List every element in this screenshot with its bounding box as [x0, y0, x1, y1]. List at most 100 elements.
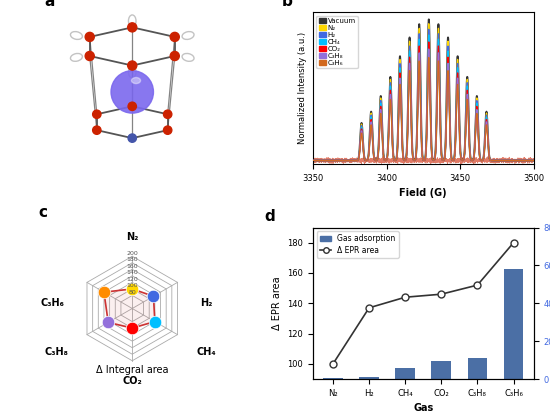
C₃H₆ — [426, 55, 432, 60]
C₃H₆ — [394, 151, 400, 156]
CH₄ — [474, 110, 481, 115]
N₂ — [491, 158, 498, 163]
CH₄ — [426, 33, 432, 37]
Text: 160: 160 — [126, 264, 138, 269]
CO₂ — [426, 40, 432, 44]
Bar — [504, 269, 524, 379]
N₂ — [394, 148, 400, 153]
Legend: Vacuum, N₂, H₂, CH₄, CO₂, C₃H₈, C₃H₆: Vacuum, N₂, H₂, CH₄, CO₂, C₃H₈, C₃H₆ — [316, 16, 358, 68]
H₂ — [394, 149, 400, 154]
C₃H₈ — [530, 158, 537, 163]
Line: Δ EPR area: Δ EPR area — [329, 239, 517, 368]
Bar — [395, 368, 415, 379]
Vacuum — [350, 158, 356, 163]
C₃H₈ — [474, 115, 481, 120]
Circle shape — [85, 52, 94, 61]
CH₄ — [394, 149, 400, 154]
C₃H₆ — [491, 158, 498, 163]
Vacuum — [426, 17, 432, 22]
Δ EPR area — [438, 292, 444, 297]
C₃H₈ — [350, 158, 356, 163]
Y-axis label: Normalized Intensity (a.u.): Normalized Intensity (a.u.) — [299, 32, 307, 144]
Text: c: c — [39, 205, 47, 220]
Δ EPR area — [474, 283, 481, 288]
H₂ — [350, 158, 356, 163]
N₂ — [310, 158, 316, 163]
Circle shape — [128, 102, 136, 110]
C₃H₆ — [453, 109, 460, 114]
N₂ — [442, 147, 449, 152]
C₃H₆ — [310, 158, 316, 163]
CH₄ — [350, 158, 356, 163]
C₃H₈ — [491, 158, 498, 163]
Text: 180: 180 — [126, 257, 138, 262]
CO₂ — [350, 158, 356, 163]
Line: C₃H₈: C₃H₈ — [313, 49, 534, 160]
Vacuum — [442, 147, 449, 152]
H₂ — [474, 107, 481, 112]
Circle shape — [128, 23, 137, 32]
Text: C₃H₆: C₃H₆ — [41, 298, 64, 308]
X-axis label: Gas: Gas — [413, 403, 433, 412]
Circle shape — [85, 33, 94, 42]
Line: CH₄: CH₄ — [313, 35, 534, 160]
Circle shape — [92, 110, 101, 118]
Δ EPR area — [366, 305, 372, 310]
C₃H₆ — [350, 158, 356, 163]
Vacuum — [310, 158, 316, 163]
C₃H₆ — [474, 118, 481, 123]
Ellipse shape — [131, 77, 141, 84]
Line: H₂: H₂ — [313, 29, 534, 160]
Legend: Gas adsorption, Δ EPR area: Gas adsorption, Δ EPR area — [317, 232, 399, 258]
N₂ — [474, 105, 481, 110]
H₂ — [491, 158, 498, 163]
CO₂ — [474, 112, 481, 117]
Text: CH₄: CH₄ — [196, 346, 216, 357]
Text: H₂: H₂ — [200, 298, 212, 308]
Circle shape — [92, 126, 101, 134]
Y-axis label: Δ EPR area: Δ EPR area — [272, 276, 282, 330]
C₃H₈ — [310, 158, 316, 163]
H₂ — [310, 158, 316, 163]
CH₄ — [453, 99, 460, 104]
N₂ — [350, 158, 356, 163]
Text: 200: 200 — [126, 251, 138, 256]
Bar — [468, 358, 487, 379]
Text: b: b — [282, 0, 293, 9]
Δ EPR area — [402, 295, 409, 300]
Circle shape — [170, 33, 179, 42]
CH₄ — [530, 158, 537, 163]
N₂ — [530, 158, 537, 163]
C₃H₆ — [530, 158, 537, 163]
Line: Vacuum: Vacuum — [313, 19, 534, 160]
N₂ — [426, 21, 432, 26]
Circle shape — [170, 52, 179, 61]
H₂ — [426, 27, 432, 32]
Bar — [359, 377, 379, 379]
Circle shape — [128, 134, 136, 142]
Bar — [431, 361, 451, 379]
Polygon shape — [104, 289, 155, 328]
CH₄ — [310, 158, 316, 163]
Line: C₃H₆: C₃H₆ — [313, 57, 534, 160]
Text: 120: 120 — [126, 277, 138, 282]
Circle shape — [111, 71, 153, 113]
CO₂ — [394, 150, 400, 154]
CO₂ — [453, 102, 460, 107]
CO₂ — [442, 148, 449, 153]
CO₂ — [310, 158, 316, 163]
Circle shape — [163, 126, 172, 134]
Text: d: d — [265, 209, 275, 225]
H₂ — [442, 147, 449, 152]
Circle shape — [163, 110, 172, 118]
Text: C₃H₈: C₃H₈ — [44, 346, 68, 357]
C₃H₈ — [394, 150, 400, 155]
Δ EPR area — [510, 240, 517, 245]
H₂ — [453, 96, 460, 101]
CO₂ — [530, 158, 537, 163]
C₃H₈ — [426, 47, 432, 52]
Vacuum — [530, 158, 537, 163]
CO₂ — [491, 158, 498, 163]
C₃H₆ — [442, 150, 449, 154]
Text: 100: 100 — [126, 283, 138, 288]
